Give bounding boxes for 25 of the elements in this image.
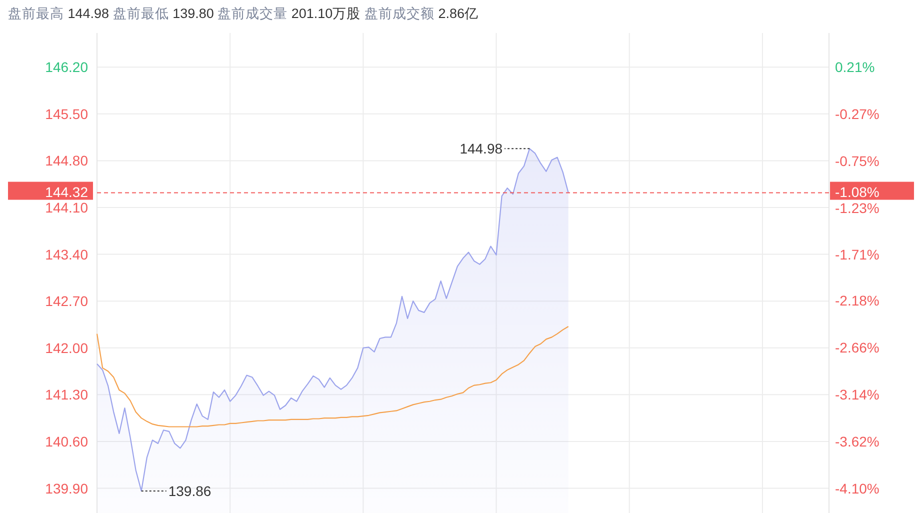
y-tick-label: 140.60: [45, 433, 88, 450]
y-tick-label: 142.70: [45, 293, 88, 310]
y2-tick-label: -2.66%: [835, 340, 880, 356]
y2-tick-label: -2.18%: [835, 292, 880, 309]
y-tick-label: 141.30: [45, 386, 88, 403]
y-tick-label: 144.10: [45, 199, 88, 216]
annotation: 144.98: [460, 140, 503, 157]
y2-tick-label: -1.71%: [835, 246, 880, 263]
y2-tick-label: -0.27%: [835, 106, 880, 122]
y-tick-label: 144.80: [45, 152, 88, 169]
y-tick-label: 146.20: [45, 59, 88, 76]
title: 盘前最高 144.98 盘前最低 139.80 盘前成交量 201.10万股 盘前成交额 2.86亿: [8, 6, 478, 21]
annotation: 139.86: [168, 482, 212, 499]
y2-tick-label: -4.10%: [835, 480, 880, 496]
y2-tick-label: -3.62%: [835, 433, 880, 450]
y2-tick-label: 0.21%: [835, 59, 875, 76]
y-tick-label: 142.00: [45, 340, 88, 356]
ref-line-label: 144.32: [45, 184, 88, 200]
y-tick-label: 145.50: [45, 106, 88, 122]
y2-tick-label: -0.75%: [835, 152, 880, 169]
y-tick-label: 139.90: [45, 480, 88, 496]
y2-tick-label: -3.14%: [835, 386, 880, 402]
y2-tick-label: -1.23%: [835, 200, 880, 216]
y-tick-label: 143.40: [45, 246, 88, 262]
text: -1.08%: [835, 184, 880, 200]
